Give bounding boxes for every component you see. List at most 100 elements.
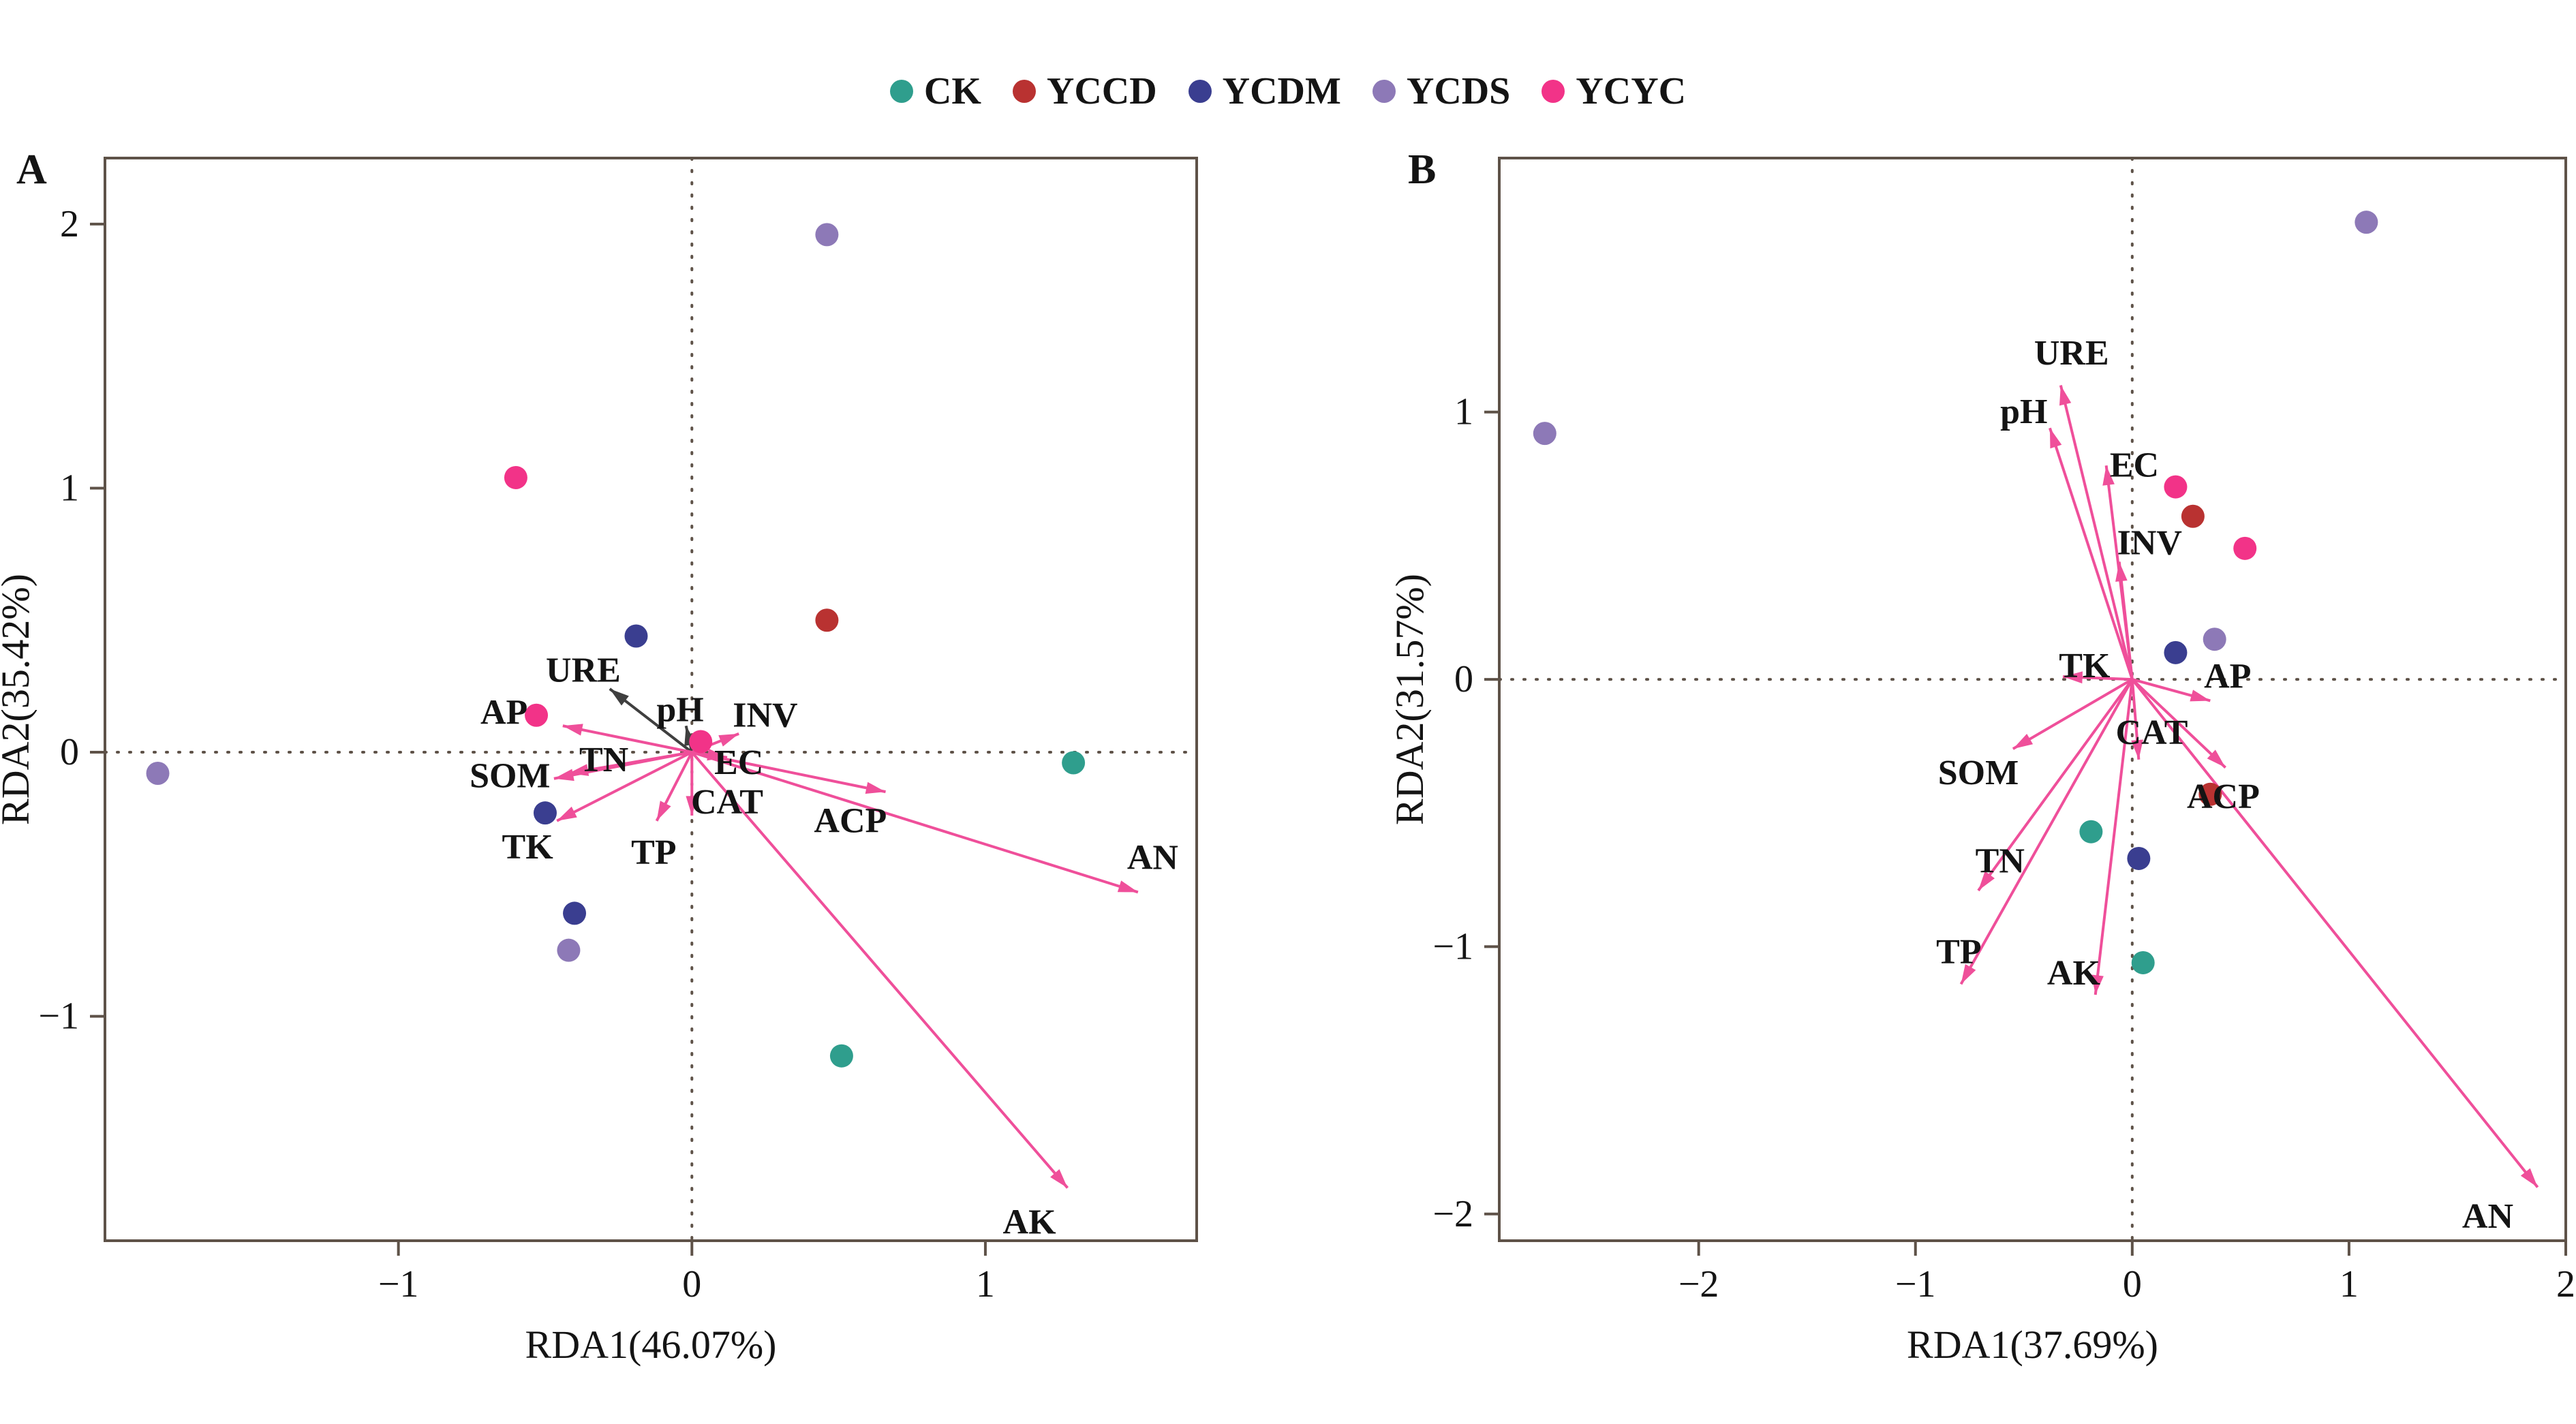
- env-arrow-som: [2012, 678, 2133, 750]
- y-tick-label: −1: [38, 995, 79, 1038]
- env-arrow-label-ph: pH: [2000, 392, 2047, 431]
- legend-item-ycdm: YCDM: [1188, 69, 1341, 113]
- x-tick-label: 2: [2556, 1263, 2575, 1305]
- env-arrow-head: [1961, 964, 1976, 985]
- env-arrow-head: [1978, 871, 1995, 891]
- data-point-ycyc: [525, 703, 549, 727]
- data-point-ck: [1062, 751, 1086, 775]
- env-arrow-label-ure: URE: [2034, 334, 2109, 373]
- env-arrow-label-inv: INV: [2117, 523, 2182, 562]
- panel-b-letter: B: [1408, 146, 1437, 193]
- env-arrow-head: [2059, 385, 2072, 406]
- env-arrow-head: [2190, 690, 2211, 702]
- env-arrow-label-acp: ACP: [814, 801, 887, 840]
- data-point-yccd: [2181, 504, 2205, 528]
- env-arrow-label-som: SOM: [470, 756, 550, 795]
- data-point-ycds: [557, 938, 581, 962]
- env-arrow-head: [2091, 974, 2104, 995]
- y-tick-label: 0: [60, 731, 79, 773]
- env-arrow-ph: [2049, 427, 2134, 680]
- legend-label: YCCD: [1046, 70, 1157, 112]
- legend-dot-icon: [889, 80, 913, 103]
- legend-dot-icon: [1372, 80, 1396, 103]
- env-arrow-label-tn: TN: [1976, 841, 2025, 880]
- data-point-yccd: [815, 608, 839, 632]
- data-point-ycds: [815, 223, 839, 247]
- env-arrow-label-ph: pH: [656, 691, 703, 730]
- env-arrow-ap: [562, 724, 692, 754]
- y-axis-title: RDA2(31.57%): [1387, 574, 1432, 825]
- y-axis-title: RDA2(35.42%): [0, 574, 37, 825]
- data-point-ycdm: [2127, 846, 2151, 870]
- env-arrow-label-som: SOM: [1938, 754, 2019, 792]
- data-point-ycdm: [533, 801, 557, 825]
- legend-item-ck: CK: [889, 69, 981, 113]
- env-arrow-label-acp: ACP: [2187, 777, 2260, 816]
- data-point-ycds: [1533, 422, 1557, 446]
- env-arrow-head: [2063, 671, 2083, 684]
- env-arrow-label-an: AN: [2462, 1197, 2513, 1236]
- env-arrow-label-cat: CAT: [691, 783, 763, 822]
- env-arrow-label-tk: TK: [502, 828, 554, 867]
- legend-item-ycds: YCDS: [1372, 69, 1511, 113]
- env-arrow-label-tp: TP: [631, 833, 676, 872]
- env-arrow-ak: [690, 751, 1069, 1189]
- env-arrow-ure: [2059, 385, 2134, 680]
- env-arrow-label-ap: AP: [480, 693, 527, 732]
- y-tick-label: −2: [1432, 1193, 1473, 1235]
- env-arrow-head: [718, 733, 739, 747]
- env-arrow-label-ak: AK: [2047, 954, 2101, 993]
- x-tick-label: −1: [1895, 1263, 1936, 1305]
- data-point-ycdm: [563, 901, 587, 925]
- legend-label: YCDS: [1406, 70, 1511, 112]
- data-point-ycyc: [504, 465, 527, 489]
- data-point-ycdm: [624, 624, 648, 648]
- env-arrow-label-cat: CAT: [2115, 713, 2188, 752]
- data-point-ycds: [2355, 211, 2378, 234]
- env-arrow-label-tn: TN: [579, 741, 628, 779]
- env-arrow-head: [553, 769, 574, 781]
- plot-frame: [104, 157, 1198, 1242]
- x-axis-title: RDA1(46.07%): [525, 1322, 777, 1367]
- env-arrow-head: [1117, 880, 1138, 893]
- data-point-ycds: [146, 762, 170, 786]
- env-arrow-head: [2012, 733, 2034, 749]
- data-point-ck: [829, 1044, 853, 1068]
- env-arrow-inv: [2117, 561, 2134, 680]
- x-tick-label: −1: [378, 1263, 419, 1305]
- env-arrow-tk: [556, 751, 693, 822]
- env-arrow-head: [557, 806, 577, 821]
- env-arrow-label-ec: EC: [2110, 446, 2159, 485]
- plot-frame: [1498, 157, 2567, 1242]
- legend-item-ycyc: YCYC: [1542, 69, 1686, 113]
- data-point-ycyc: [689, 730, 713, 754]
- env-arrow-head: [562, 724, 583, 736]
- env-arrow-label-ure: URE: [546, 651, 621, 690]
- env-arrow-som: [553, 751, 692, 780]
- env-arrow-head: [609, 688, 629, 706]
- y-tick-label: 2: [60, 203, 79, 245]
- env-arrow-head: [2207, 749, 2226, 768]
- env-arrow-head: [656, 801, 671, 821]
- data-point-ck: [2131, 950, 2155, 974]
- legend-label: YCDM: [1222, 70, 1341, 112]
- x-tick-label: 0: [2123, 1263, 2142, 1305]
- y-tick-label: 1: [60, 467, 79, 509]
- legend: CK YCCD YCDM YCDS YCYC: [0, 69, 2576, 113]
- env-arrow-label-ap: AP: [2204, 657, 2251, 696]
- env-arrow-head: [686, 796, 699, 816]
- data-point-ycds: [2203, 628, 2226, 651]
- env-arrow-tp: [1959, 679, 2134, 985]
- env-arrow-head: [2049, 428, 2062, 449]
- env-arrow-head: [2102, 465, 2115, 486]
- env-arrow-head: [2520, 1168, 2538, 1188]
- env-arrow-label-tk: TK: [2059, 647, 2111, 685]
- x-tick-label: −2: [1678, 1263, 1719, 1305]
- legend-dot-icon: [1542, 80, 1565, 103]
- x-tick-label: 0: [682, 1263, 701, 1305]
- data-point-ycyc: [2164, 475, 2188, 499]
- env-arrow-head: [865, 781, 886, 794]
- env-arrow-tn: [1977, 678, 2134, 892]
- y-tick-label: 0: [1454, 658, 1473, 700]
